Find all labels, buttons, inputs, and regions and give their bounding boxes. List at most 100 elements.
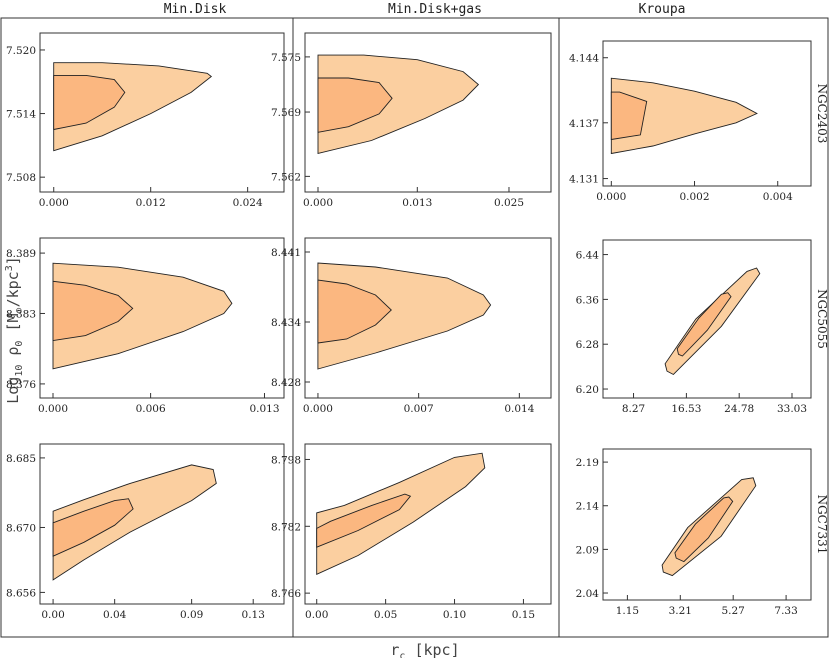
panel-0-0-inner-contour — [53, 74, 126, 131]
panel-0-2-ytick-label-2: 4.144 — [569, 53, 599, 65]
panel-2-0: 8.656 8.670 8.685 0.00 0.04 0.09 0.13 — [6, 443, 285, 621]
panel-0-0-xtick-label-1: 0.012 — [136, 197, 166, 209]
panel-1-1-ytick-label-1: 8.434 — [271, 317, 301, 329]
panel-0-1-inner-contour — [317, 77, 393, 133]
panel-0-2-outer-contour — [610, 77, 758, 155]
panel-1-2: 6.20 6.28 6.36 6.44 8.27 16.53 24.78 33.03 NGC50… — [576, 239, 829, 415]
panel-1-1-frame — [304, 237, 552, 399]
panel-1-1-ytick-label-0: 8.428 — [271, 377, 301, 389]
panel-1-1-xtick-label-1: 0.007 — [404, 403, 434, 415]
panel-1-2-inner-contour — [676, 292, 732, 357]
panel-2-2-ytick-label-0: 2.04 — [576, 588, 600, 600]
panel-2-0-ytick-label-1: 8.670 — [6, 522, 36, 534]
panels-group: 7.508 7.514 7.520 0.000 0.012 0.024 7.562 7.569… — [6, 32, 829, 621]
panel-2-2-xtick-label-3: 7.33 — [774, 605, 797, 617]
panel-1-1-xtick-label-0: 0.000 — [303, 403, 333, 415]
panel-0-1-xtick-label-0: 0.000 — [303, 197, 333, 209]
panel-1-0-inner-contour — [52, 280, 134, 342]
panel-2-2-inner-contour — [674, 496, 734, 563]
panel-1-0-ytick-label-1: 8.383 — [6, 308, 36, 320]
panel-1-0-ytick-label-2: 8.389 — [6, 248, 36, 260]
panel-0-2-inner-contour — [610, 91, 648, 141]
column-title-min-disk: Min.Disk — [164, 2, 227, 17]
panel-1-1-inner-contour — [317, 279, 392, 344]
panel-2-2-xtick-label-2: 5.27 — [721, 605, 744, 617]
panel-1-0-xtick-label-2: 0.013 — [249, 403, 279, 415]
panel-0-2-xtick-label-1: 0.002 — [679, 191, 709, 203]
column-title-kroupa: Kroupa — [639, 2, 686, 17]
panel-0-2-galaxy-label: NGC2403 — [815, 84, 829, 144]
panel-0-1-ytick-label-1: 7.569 — [271, 107, 301, 119]
panel-2-2-galaxy-label: NGC7331 — [815, 495, 829, 555]
panel-2-0-xtick-label-2: 0.09 — [180, 609, 203, 621]
panel-0-0-ytick-label-1: 7.514 — [6, 109, 36, 121]
panel-0-2-xtick-label-0: 0.000 — [596, 191, 626, 203]
panel-1-0-frame — [39, 237, 285, 399]
panel-1-2-xtick-label-1: 16.53 — [671, 403, 701, 415]
panel-0-1-xtick-label-1: 0.013 — [402, 197, 432, 209]
panel-2-1-ytick-label-0: 8.766 — [271, 588, 301, 600]
panel-1-2-ytick-label-3: 6.44 — [576, 250, 600, 262]
panel-2-1-xtick-label-2: 0.10 — [443, 609, 466, 621]
panel-0-1-ytick-label-0: 7.562 — [271, 171, 301, 183]
panel-1-0-xtick-label-1: 0.006 — [136, 403, 166, 415]
panel-0-0-xtick-label-0: 0.000 — [39, 197, 69, 209]
column-title-min-disk-gas: Min.Disk+gas — [388, 2, 482, 17]
panel-0-2-ytick-label-0: 4.131 — [569, 174, 599, 186]
outer-frame — [0, 17, 829, 638]
panel-1-2-galaxy-label: NGC5055 — [815, 289, 829, 349]
panel-2-1-xtick-label-1: 0.05 — [374, 609, 397, 621]
panel-2-2: 2.04 2.09 2.14 2.19 1.15 3.21 5.27 7.33 NGC7331 — [576, 448, 829, 617]
panel-2-2-ytick-label-1: 2.09 — [576, 544, 599, 556]
panel-1-0: 8.376 8.383 8.389 0.000 0.006 0.013 — [6, 237, 285, 415]
panel-2-2-ytick-label-2: 2.14 — [576, 501, 600, 513]
panel-0-1-xtick-label-2: 0.025 — [494, 197, 524, 209]
panel-1-2-ytick-label-2: 6.36 — [576, 294, 600, 306]
panel-2-1-inner-contour — [316, 493, 412, 548]
panel-2-1-frame — [304, 443, 552, 605]
panel-2-1-xtick-label-3: 0.15 — [512, 609, 535, 621]
panel-2-2-frame — [602, 448, 812, 601]
panel-2-0-ytick-label-0: 8.656 — [6, 587, 36, 599]
y-axis-label: Log10 ρ0 [M⊙/kpc3] — [4, 256, 25, 404]
panel-2-1-ytick-label-1: 8.782 — [271, 521, 301, 533]
panel-0-0-xtick-label-2: 0.024 — [233, 197, 263, 209]
panel-2-0-xtick-label-3: 0.13 — [242, 609, 265, 621]
x-axis-label: rc [kpc] — [390, 641, 459, 658]
panel-0-0-ytick-label-0: 7.508 — [6, 172, 36, 184]
panel-2-1-ytick-label-2: 8.798 — [271, 454, 301, 466]
panel-1-0-xtick-label-0: 0.000 — [38, 403, 68, 415]
panel-0-0-frame — [39, 32, 285, 193]
panel-0-2: 4.131 4.137 4.144 0.000 0.002 0.004 NGC2403 — [569, 40, 829, 203]
panel-1-2-frame — [602, 239, 812, 399]
panel-0-2-ytick-label-1: 4.137 — [569, 118, 599, 130]
panel-1-1-xtick-label-2: 0.014 — [504, 403, 534, 415]
panel-2-0-outer-contour — [52, 464, 217, 581]
panel-2-0-inner-contour — [52, 498, 134, 557]
panel-0-2-xtick-label-2: 0.004 — [763, 191, 793, 203]
panel-2-2-xtick-label-1: 3.21 — [669, 605, 692, 617]
panel-0-1: 7.562 7.569 7.575 0.000 0.013 0.025 — [271, 32, 552, 209]
panel-0-0: 7.508 7.514 7.520 0.000 0.012 0.024 — [6, 32, 285, 209]
panel-2-1-outer-contour — [316, 452, 486, 575]
panel-2-2-ytick-label-3: 2.19 — [576, 457, 599, 469]
panel-2-0-frame — [39, 443, 285, 605]
panel-1-2-ytick-label-1: 6.28 — [576, 339, 599, 351]
panel-0-2-frame — [602, 40, 812, 187]
panel-0-1-ytick-label-2: 7.575 — [271, 52, 301, 64]
panel-1-2-xtick-label-0: 8.27 — [622, 403, 645, 415]
panel-1-2-xtick-label-3: 33.03 — [777, 403, 807, 415]
panel-1-2-ytick-label-0: 6.20 — [576, 384, 599, 396]
panel-1-1-ytick-label-2: 8.441 — [271, 247, 301, 259]
panel-2-0-xtick-label-0: 0.00 — [41, 609, 64, 621]
panel-1-0-ytick-label-0: 8.376 — [6, 379, 36, 391]
panel-1-2-xtick-label-2: 24.78 — [724, 403, 754, 415]
panel-2-2-xtick-label-0: 1.15 — [616, 605, 639, 617]
panel-2-0-ytick-label-2: 8.685 — [6, 453, 36, 465]
panel-0-0-ytick-label-2: 7.520 — [6, 45, 36, 57]
panel-2-1-xtick-label-0: 0.00 — [305, 609, 328, 621]
panel-1-1: 8.428 8.434 8.441 0.000 0.007 0.014 — [271, 237, 552, 415]
panel-2-0-xtick-label-1: 0.04 — [103, 609, 127, 621]
panel-2-1: 8.766 8.782 8.798 0.00 0.05 0.10 0.15 — [271, 443, 552, 621]
